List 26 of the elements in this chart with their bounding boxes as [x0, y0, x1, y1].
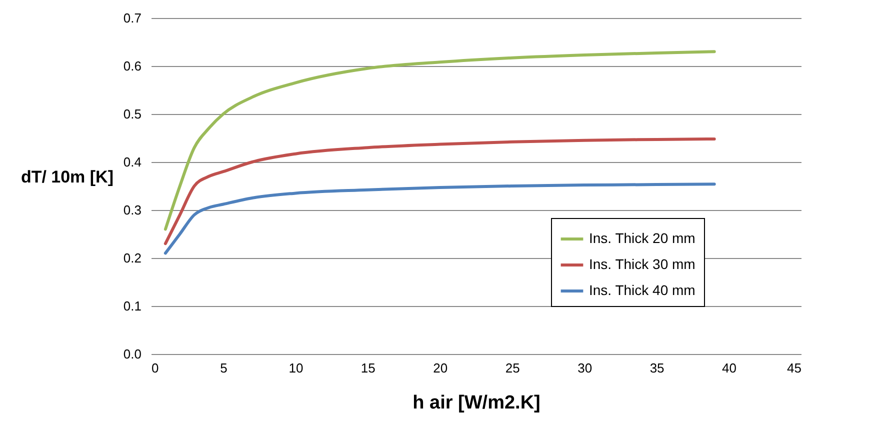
x-tick-label: 10: [288, 360, 304, 376]
x-tick-label: 20: [433, 360, 448, 376]
x-tick-label: 40: [722, 360, 737, 376]
line-series: [164, 182, 716, 255]
legend-label: Ins. Thick 30 mm: [589, 256, 696, 272]
x-tick-label: 25: [505, 360, 520, 376]
x-axis-title: h air [W/m2.K]: [412, 392, 540, 414]
y-tick-label: 0.6: [123, 58, 142, 74]
y-tick-label: 0.2: [123, 250, 142, 266]
y-tick-label: 0.4: [123, 154, 142, 170]
x-tick-label: 45: [787, 360, 802, 376]
x-tick-label: 15: [360, 360, 376, 376]
line-series: [164, 50, 716, 231]
y-tick-label: 0.1: [123, 298, 142, 314]
x-tick-label: 35: [650, 360, 664, 376]
x-tick-label: 5: [220, 360, 228, 376]
y-tick-label: 0.5: [123, 106, 142, 122]
legend-label: Ins. Thick 40 mm: [589, 282, 696, 298]
y-axis-title: dT/ 10m [K]: [20, 168, 114, 186]
y-tick-label: 0.7: [123, 10, 142, 26]
x-tick-label: 30: [578, 360, 592, 376]
y-tick-label: 0.3: [123, 202, 142, 218]
legend-label: Ins. Thick 20 mm: [589, 230, 696, 246]
x-tick-label: 0: [152, 360, 159, 376]
y-tick-label: 0.0: [123, 346, 142, 362]
line-series: [164, 137, 716, 246]
